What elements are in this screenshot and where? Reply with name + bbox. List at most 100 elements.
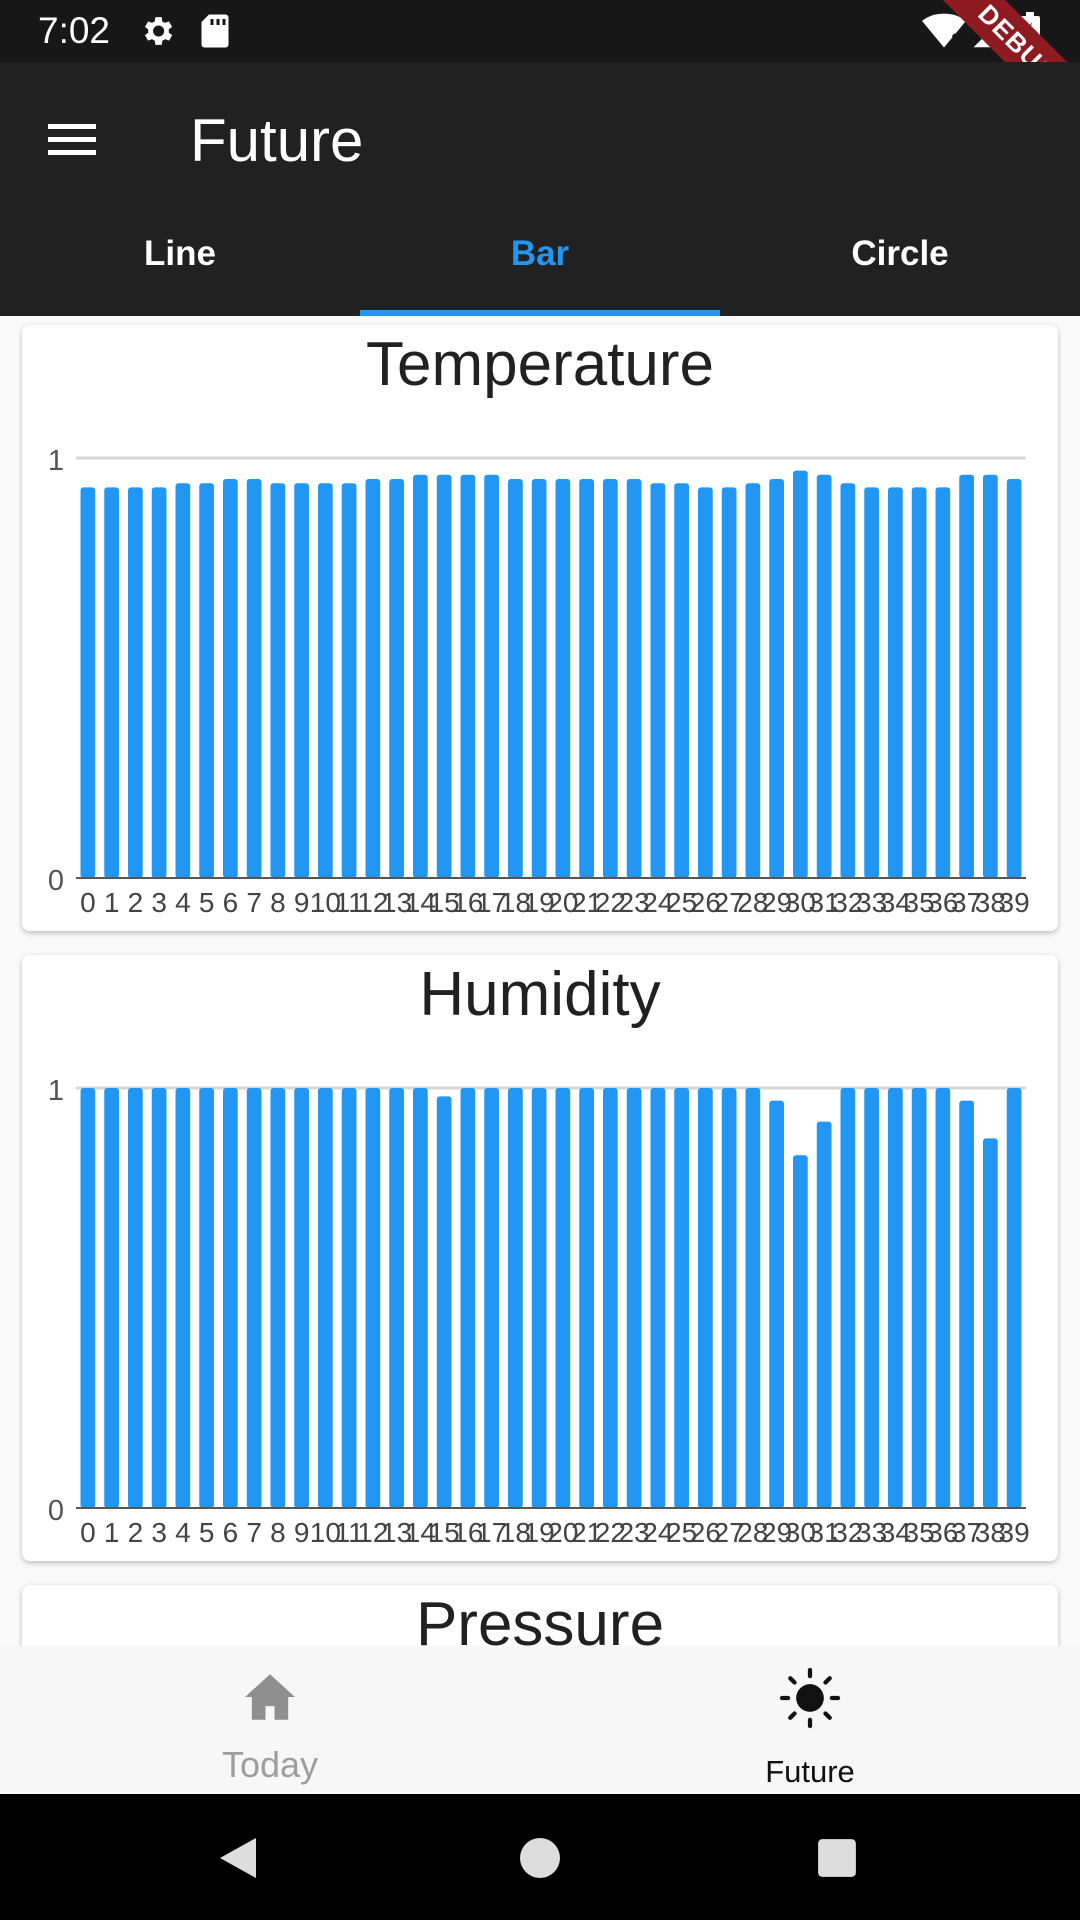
bar xyxy=(341,483,357,878)
status-bar: 7:02 DEBUG xyxy=(0,0,1080,138)
bar xyxy=(864,1088,879,1508)
back-icon[interactable] xyxy=(216,1834,260,1882)
bar xyxy=(270,1088,286,1508)
x-tick-label: 0 xyxy=(80,887,96,918)
bar xyxy=(223,479,238,878)
bar xyxy=(508,479,523,878)
bar xyxy=(650,1088,666,1508)
bar xyxy=(175,483,191,878)
nav-today-label: Today xyxy=(221,1744,319,1785)
tab-line[interactable]: Line xyxy=(144,234,216,273)
x-tick-label: 4 xyxy=(175,887,191,918)
bar xyxy=(959,474,974,878)
x-tick-label: 0 xyxy=(80,1517,96,1548)
bottom-navigation: Today Future xyxy=(0,1646,1080,1794)
x-tick-label: 23 xyxy=(619,887,650,918)
bar xyxy=(650,483,666,878)
x-tick-label: 11 xyxy=(335,887,364,918)
chart-title: Temperature xyxy=(365,330,715,399)
bar xyxy=(436,1096,452,1508)
x-tick-label: 37 xyxy=(951,1517,982,1548)
tab-circle[interactable]: Circle xyxy=(851,234,949,273)
bar xyxy=(1006,479,1022,878)
x-tick-label: 12 xyxy=(357,1517,388,1548)
bar xyxy=(816,474,832,878)
x-tick-label: 38 xyxy=(975,887,1006,918)
nav-today[interactable]: Today xyxy=(0,1646,540,1794)
x-tick-label: 3 xyxy=(151,1517,167,1548)
bar xyxy=(911,1088,927,1508)
bar xyxy=(698,1088,713,1508)
bar xyxy=(935,1088,951,1508)
bar xyxy=(128,1088,143,1508)
bar xyxy=(389,1088,404,1508)
chart-title: Pressure xyxy=(415,1590,665,1646)
pressure-card: Pressure xyxy=(22,1585,1058,1646)
x-tick-label: 8 xyxy=(270,887,286,918)
bar xyxy=(769,1100,784,1508)
bar xyxy=(840,1088,856,1508)
x-tick-label: 27 xyxy=(714,1517,745,1548)
x-tick-label: 13 xyxy=(381,887,412,918)
x-tick-label: 20 xyxy=(547,1517,578,1548)
bar xyxy=(698,487,713,878)
x-tick-label: 2 xyxy=(128,887,144,918)
x-tick-label: 33 xyxy=(856,887,887,918)
bar xyxy=(318,483,333,878)
bar xyxy=(128,487,143,878)
bar xyxy=(413,474,428,878)
bar xyxy=(840,483,856,878)
x-tick-label: 35 xyxy=(904,1517,935,1548)
x-tick-label: 23 xyxy=(619,1517,650,1548)
x-tick-label: 14 xyxy=(405,887,436,918)
x-tick-label: 21 xyxy=(571,1517,602,1548)
bar xyxy=(151,1088,167,1508)
x-tick-label: 20 xyxy=(547,887,578,918)
bar xyxy=(389,479,404,878)
bar xyxy=(745,483,761,878)
x-tick-label: 28 xyxy=(737,1517,768,1548)
recents-icon[interactable] xyxy=(816,1837,858,1879)
bar xyxy=(721,487,737,878)
bar xyxy=(603,1088,618,1508)
x-tick-label: 30 xyxy=(785,887,816,918)
wifi-icon xyxy=(922,12,966,55)
x-tick-label: 16 xyxy=(452,887,483,918)
x-tick-label: 1 xyxy=(104,887,120,918)
bar xyxy=(175,1088,191,1508)
home-icon xyxy=(245,1674,295,1720)
menu-button[interactable] xyxy=(44,112,100,168)
bar xyxy=(80,487,96,878)
x-tick-label: 30 xyxy=(785,1517,816,1548)
x-tick-label: 31 xyxy=(809,887,840,918)
y-tick-label: 0 xyxy=(48,865,64,897)
bar xyxy=(484,474,499,878)
bar xyxy=(769,479,784,878)
x-tick-label: 37 xyxy=(951,887,982,918)
home-button-icon[interactable] xyxy=(518,1836,562,1880)
x-tick-label: 34 xyxy=(880,1517,911,1548)
x-tick-label: 5 xyxy=(199,1517,215,1548)
bar xyxy=(935,487,951,878)
bar xyxy=(555,479,571,878)
bar xyxy=(436,474,452,878)
x-tick-label: 26 xyxy=(690,1517,721,1548)
bar xyxy=(1006,1088,1022,1508)
bar xyxy=(223,1088,238,1508)
x-tick-label: 15 xyxy=(429,1517,460,1548)
bar xyxy=(555,1088,571,1508)
x-tick-label: 27 xyxy=(714,887,745,918)
nav-future[interactable]: Future xyxy=(540,1646,1080,1794)
bar xyxy=(603,479,618,878)
tab-bar[interactable]: Bar xyxy=(510,234,570,273)
chart-list[interactable]: 0 1 0 1 2 3 4 5 6 7 8 9 10 11 12 13 14 15 16 17 18 19 20 21 22 23… xyxy=(0,316,1080,1646)
x-tick-label: 21 xyxy=(571,887,602,918)
bar xyxy=(104,487,119,878)
x-tick-label: 33 xyxy=(856,1517,887,1548)
bar xyxy=(104,1088,119,1508)
x-tick-label: 19 xyxy=(524,887,555,918)
bar xyxy=(318,1088,333,1508)
x-tick-label: 39 xyxy=(999,887,1030,918)
x-tick-label: 36 xyxy=(927,887,958,918)
x-tick-label: 11 xyxy=(335,1517,364,1548)
